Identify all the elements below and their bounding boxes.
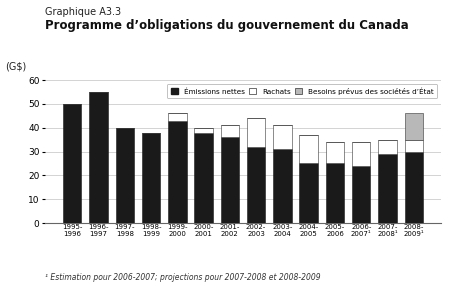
Bar [220,125,239,137]
Bar [168,114,186,121]
Bar [326,164,344,223]
Text: Graphique A3.3: Graphique A3.3 [45,7,121,17]
Bar [194,128,213,132]
Bar [352,142,370,166]
Bar [300,135,318,164]
Bar [247,118,266,147]
Bar [405,140,423,152]
Text: (G$): (G$) [5,61,27,72]
Bar [247,147,266,223]
Bar [405,152,423,223]
Bar [326,142,344,164]
Bar [378,140,397,154]
Bar [300,164,318,223]
Bar [168,121,186,223]
Text: ¹ Estimation pour 2006-2007; projections pour 2007-2008 et 2008-2009: ¹ Estimation pour 2006-2007; projections… [45,273,320,282]
Bar [116,128,134,223]
Bar [273,125,292,149]
Bar [273,149,292,223]
Legend: Émissions nettes, Rachats, Besoins prévus des sociétés d’État: Émissions nettes, Rachats, Besoins prévu… [167,84,437,98]
Text: Programme d’obligations du gouvernement du Canada: Programme d’obligations du gouvernement … [45,19,409,31]
Bar [89,92,108,223]
Bar [142,132,160,223]
Bar [405,114,423,140]
Bar [63,104,81,223]
Bar [352,166,370,223]
Bar [220,137,239,223]
Bar [194,132,213,223]
Bar [378,154,397,223]
